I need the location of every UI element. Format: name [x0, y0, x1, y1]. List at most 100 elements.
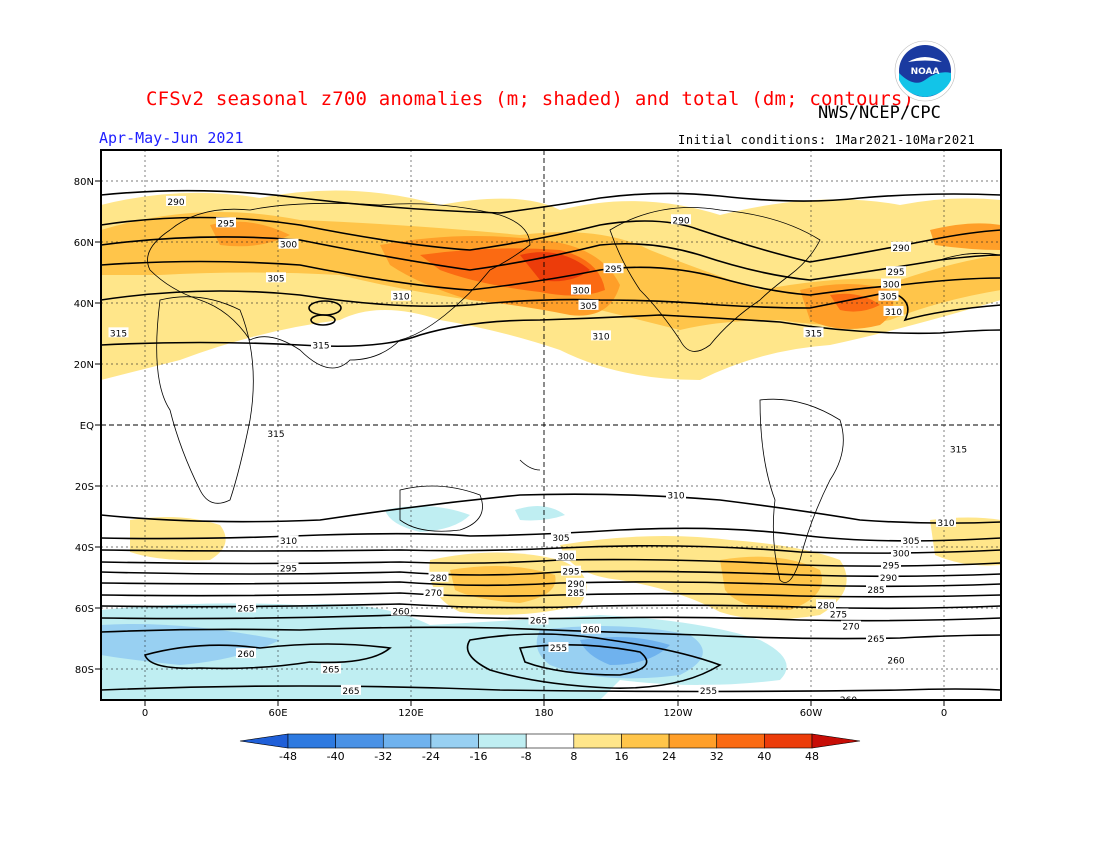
contour-label: 315: [267, 430, 284, 440]
contour-label: 315: [805, 329, 822, 339]
contour-label: 290: [672, 216, 689, 226]
lat-label: 40N: [74, 299, 94, 310]
contour-label-bg: [891, 547, 911, 558]
colorbar-tick-label: 24: [662, 750, 676, 763]
contour-label-bg: [838, 694, 859, 700]
colorbar-tick-label: -48: [279, 750, 297, 763]
agency-label: NWS/NCEP/CPC: [818, 103, 941, 123]
contour-label-bg: [108, 327, 129, 338]
contour-label-bg: [278, 562, 299, 573]
contour-label: 305: [267, 274, 284, 284]
lon-label: 0: [941, 708, 947, 719]
contour-label-bg: [881, 278, 901, 289]
contour-label-bg: [878, 290, 899, 301]
contour-label-bg: [266, 272, 286, 283]
contour-label: 290: [892, 244, 909, 254]
season-label: Apr-May-Jun 2021: [99, 129, 244, 147]
colorbar-tick-label: 48: [805, 750, 819, 763]
contour-label: 300: [557, 552, 574, 562]
lat-label: 60S: [75, 604, 94, 615]
contour-label: 280: [430, 574, 447, 584]
contour-label-bg: [391, 605, 411, 616]
lon-label: 0: [142, 708, 148, 719]
contour-label: 310: [937, 519, 954, 529]
contour-label: 310: [667, 491, 684, 501]
lat-label: 60N: [74, 238, 94, 249]
colorbar-swatch: [430, 733, 479, 749]
latitude-axis: 80N 60N 40N 20N EQ 20S 40S 60S 80S: [74, 177, 94, 676]
contour-label-bg: [561, 565, 581, 576]
contour-label: 295: [280, 565, 297, 575]
contour-label: 265: [342, 687, 359, 697]
contour-label-bg: [603, 263, 624, 274]
contour-label-bg: [266, 428, 286, 439]
colorbar-swatch: [668, 733, 718, 749]
contour-label-bg: [556, 550, 576, 561]
contour-label: 300: [280, 241, 297, 251]
contour-label-bg: [528, 614, 549, 625]
colorbar-swatch: [764, 733, 813, 749]
lat-label: 20S: [75, 482, 94, 493]
lon-label: 180: [534, 708, 553, 719]
contour-label: 290: [167, 198, 184, 208]
contour-label-bg: [551, 532, 571, 543]
contour-label-bg: [341, 684, 361, 695]
lon-label: 120W: [664, 708, 693, 719]
contour-label-bg: [886, 654, 906, 665]
contour-label-bg: [578, 299, 599, 310]
svg-text:NOAA: NOAA: [911, 67, 940, 77]
noaa-logo: NOAA: [894, 40, 956, 102]
contour-label: 310: [885, 308, 902, 318]
contour-label: 260: [392, 607, 409, 617]
contour-label: 315: [110, 329, 127, 339]
contour-label-bg: [236, 602, 256, 613]
contour-label: 290: [880, 574, 897, 584]
colorbar: -48 -40 -32 -24 -16 -8 8 16 24 32 40 48: [239, 733, 861, 763]
colorbar-swatch: [525, 733, 575, 749]
contour-label-bg: [423, 587, 444, 598]
colorbar-swatch: [716, 733, 765, 749]
contour-label: 265: [867, 635, 884, 645]
contour-label-bg: [803, 327, 824, 338]
colorbar-tick-label: -24: [422, 750, 440, 763]
lon-label: 120E: [398, 708, 423, 719]
contour-label-bg: [216, 217, 236, 228]
lat-label: 40S: [75, 543, 94, 554]
colorbar-tick-label: 40: [757, 750, 771, 763]
contour-label-bg: [866, 584, 886, 594]
contour-label-bg: [166, 195, 186, 206]
contour-label-bg: [881, 559, 901, 570]
colorbar-tick-label: 32: [710, 750, 724, 763]
contour-label-bg: [816, 599, 836, 610]
colorbar-tick-label: -8: [521, 750, 532, 763]
contour-labels: 290 295 300 305 310 315 310 305 300 295 290 290 295 3…: [108, 195, 969, 700]
contour-label: 275: [830, 610, 847, 620]
colorbar-max-arrow: [811, 733, 861, 749]
contour-label-bg: [278, 238, 299, 249]
contour-label: 295: [882, 562, 899, 572]
contour-label: 265: [237, 604, 254, 614]
contour-label: 310: [280, 537, 297, 547]
map-title: CFSv2 seasonal z700 anomalies (m; shaded…: [146, 88, 915, 110]
contour-label: 295: [605, 265, 622, 275]
colorbar-swatch: [335, 733, 384, 749]
contour-label: 310: [392, 293, 409, 303]
lat-label: 80N: [74, 177, 94, 188]
contour-label-bg: [698, 684, 719, 695]
contour-label: 315: [312, 342, 329, 352]
colorbar-tick-label: 16: [614, 750, 628, 763]
contour-label: 290: [567, 580, 584, 590]
contour-label: 255: [550, 644, 567, 654]
colorbar-tick-label: 8: [570, 750, 577, 763]
contour-label-bg: [236, 648, 256, 659]
contour-label-bg: [391, 290, 411, 301]
contour-label-bg: [321, 663, 341, 674]
contour-label-bg: [666, 489, 686, 500]
contour-label: 285: [867, 586, 884, 596]
contour-label-bg: [428, 571, 449, 582]
contour-label: 305: [902, 537, 919, 547]
contour-label-bg: [936, 516, 956, 527]
contour-label: 260: [237, 650, 254, 660]
colorbar-swatch: [287, 733, 336, 749]
